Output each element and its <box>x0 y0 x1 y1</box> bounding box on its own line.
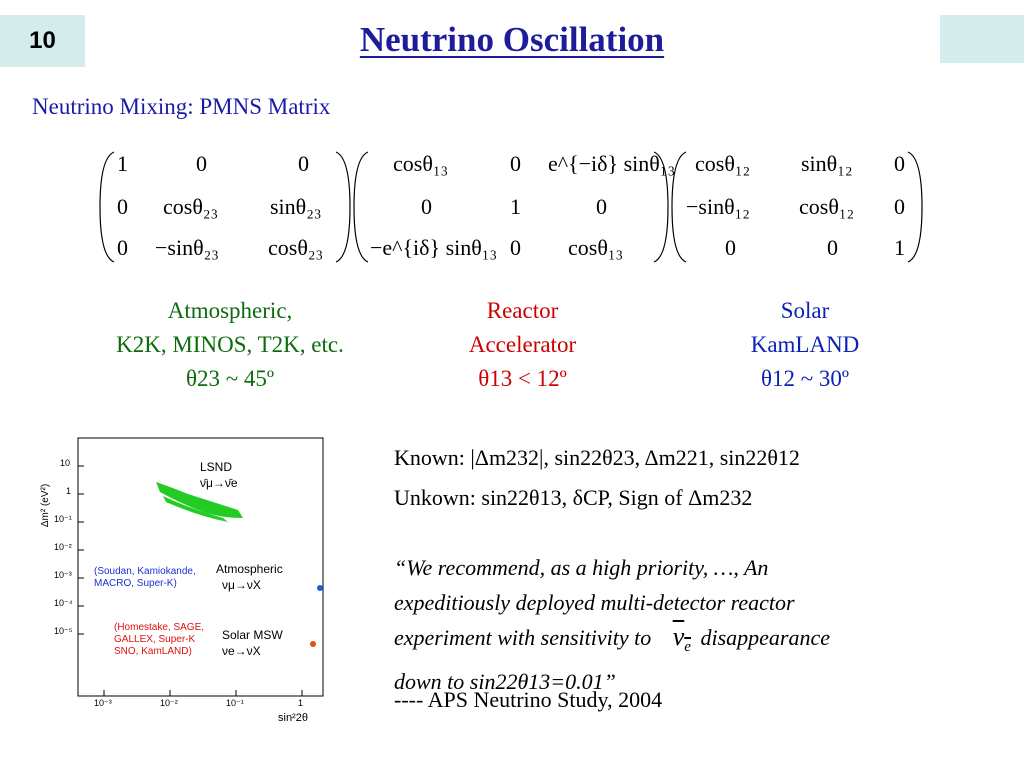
y-tick-e-2: 10⁻² <box>54 542 72 552</box>
y-tick-e-5: 10⁻⁵ <box>54 626 73 636</box>
m1-r3c2: −sinθ₂₃ <box>155 235 219 260</box>
quote-line3b-text: disappearance <box>700 625 830 650</box>
reactor-column: Reactor Accelerator θ13 < 12º <box>400 294 645 396</box>
y-tick-e-3: 10⁻³ <box>54 570 72 580</box>
slide-number: 10 <box>29 27 56 54</box>
quote-line3: experiment with sensitivity to νe disapp… <box>394 620 1014 665</box>
reactor-line2: Accelerator <box>468 332 577 357</box>
lsnd-label: LSND <box>200 460 233 474</box>
m3-r2c1: −sinθ₁₂ <box>686 194 750 219</box>
y-tick-1: 1 <box>66 486 72 496</box>
m1-r1c1: 1 <box>117 151 128 176</box>
atm-label: Atmospheric <box>216 562 283 576</box>
m1-r1c2: 0 <box>196 151 207 176</box>
plot-y-label: Δm² (eV²) <box>40 483 52 528</box>
plot-x-label: sin²2θ <box>278 712 308 724</box>
y-tick-10: 10 <box>60 458 71 468</box>
solar-oscillation: νe→νX <box>222 644 261 658</box>
m2-r2c1: 0 <box>421 194 432 219</box>
solar-line1: Solar <box>780 298 830 323</box>
m3-r2c2: cosθ₁₂ <box>799 194 855 219</box>
solar-line2: KamLAND <box>750 332 860 357</box>
solar-msw-label: Solar MSW <box>222 628 283 642</box>
m2-r3c3: cosθ₁₃ <box>568 235 624 260</box>
antineutrino-e-symbol: νe <box>672 622 691 656</box>
solar-line3: θ12 ~ 30º <box>760 366 850 391</box>
m1-r1c3: 0 <box>298 151 309 176</box>
m2-r1c3: e^{−iδ} sinθ₁₃ <box>548 151 676 176</box>
known-parameters: Known: |Δm232|, sin22θ23, Δm221, sin22θ1… <box>394 445 800 470</box>
m3-r1c3: 0 <box>894 151 905 176</box>
x-tick-e-2: 10⁻² <box>160 698 178 708</box>
m2-r3c1: −e^{iδ} sinθ₁₃ <box>370 235 498 260</box>
atmospheric-point <box>317 585 323 591</box>
m3-r1c1: cosθ₁₂ <box>695 151 751 176</box>
y-tick-e-1: 10⁻¹ <box>54 514 72 524</box>
m2-r2c3: 0 <box>596 194 607 219</box>
subtitle: Neutrino Mixing: PMNS Matrix <box>32 94 331 119</box>
atm-line1: Atmospheric, <box>167 298 293 323</box>
slide-number-box <box>0 15 85 67</box>
quote-line4: down to sin22θ13=0.01” <box>394 668 616 694</box>
quote-line1: “We recommend, as a high priority, …, An <box>394 555 769 580</box>
x-tick-1: 1 <box>298 698 304 708</box>
corner-decoration <box>940 15 1024 63</box>
oscillation-plot: Δm² (eV²) 10 1 10⁻¹ 10⁻² 10⁻³ 10⁻⁴ 10⁻⁵ … <box>38 430 328 730</box>
x-tick-e-1: 10⁻¹ <box>226 698 244 708</box>
quote-line2: expeditiously deployed multi-detector re… <box>394 589 795 615</box>
m1-r3c1: 0 <box>117 235 128 260</box>
m2-r3c2: 0 <box>510 235 521 260</box>
pmns-matrix: 1 0 0 0 cosθ₂₃ sinθ₂₃ 0 −sinθ₂₃ cosθ₂₃ c… <box>0 0 1024 290</box>
quote-line3-text: experiment with sensitivity to <box>394 625 652 650</box>
atm-line3: θ23 ~ 45º <box>185 366 275 391</box>
m3-r2c3: 0 <box>894 194 905 219</box>
m1-r2c1: 0 <box>117 194 128 219</box>
m3-r1c2: sinθ₁₂ <box>801 151 853 176</box>
page-title: Neutrino Oscillation <box>359 20 665 59</box>
m3-r3c3: 1 <box>894 235 905 260</box>
m1-r2c2: cosθ₂₃ <box>163 194 219 219</box>
atm-line2: K2K, MINOS, T2K, etc. <box>116 332 344 357</box>
lsnd-oscillation: ν̄μ→ν̄e <box>200 476 238 490</box>
m1-r3c3: cosθ₂₃ <box>268 235 324 260</box>
solar-point <box>310 641 316 647</box>
reactor-line3: θ13 < 12º <box>478 366 567 391</box>
solar-experiments: (Homestake, SAGE, GALLEX, Super-K SNO, K… <box>114 622 205 657</box>
y-tick-e-4: 10⁻⁴ <box>54 598 73 608</box>
m3-r3c2: 0 <box>827 235 838 260</box>
m2-r1c1: cosθ₁₃ <box>393 151 449 176</box>
attribution: ---- APS Neutrino Study, 2004 <box>394 687 663 712</box>
solar-column: Solar KamLAND θ12 ~ 30º <box>690 294 920 396</box>
m1-r2c3: sinθ₂₃ <box>270 194 322 219</box>
x-tick-e-3: 10⁻³ <box>94 698 112 708</box>
plot-svg <box>77 437 324 697</box>
aps-quote: “We recommend, as a high priority, …, An… <box>394 551 1014 699</box>
atm-oscillation: νμ→νX <box>222 578 261 592</box>
lsnd-region <box>156 482 243 518</box>
m2-r2c2: 1 <box>510 194 521 219</box>
unknown-parameters: Unkown: sin22θ13, δCP, Sign of Δm232 <box>394 485 753 510</box>
reactor-line1: Reactor <box>486 298 559 323</box>
atmospheric-column: Atmospheric, K2K, MINOS, T2K, etc. θ23 ~… <box>80 294 380 396</box>
atm-experiments: (Soudan, Kamiokande, MACRO, Super-K) <box>94 566 196 589</box>
m3-r3c1: 0 <box>725 235 736 260</box>
matrix-brackets <box>99 151 923 263</box>
m2-r1c2: 0 <box>510 151 521 176</box>
